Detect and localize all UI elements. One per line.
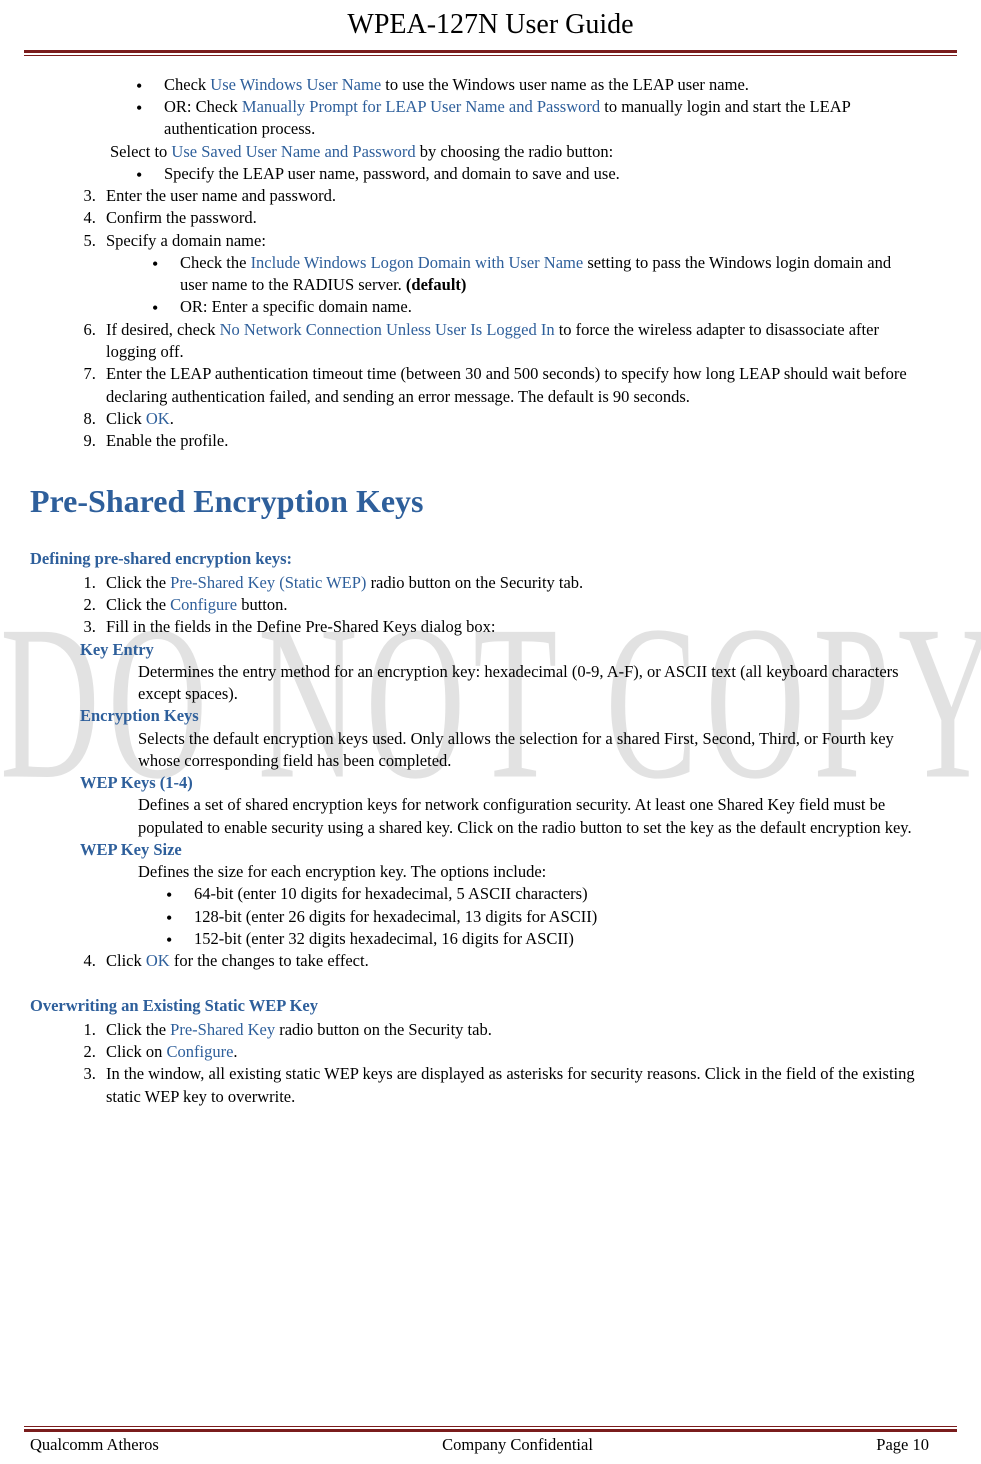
- list-item: Click OK for the changes to take effect.: [100, 950, 921, 972]
- text: Click: [106, 409, 146, 428]
- bullet-item: Specify the LEAP user name, password, an…: [136, 163, 921, 185]
- def-encryption-keys-title: Encryption Keys: [80, 705, 921, 727]
- text: to use the Windows user name as the LEAP…: [381, 75, 749, 94]
- list-item: Fill in the fields in the Define Pre-Sha…: [100, 616, 921, 638]
- footer-rule: [24, 1426, 957, 1432]
- list-item: Click the Pre-Shared Key (Static WEP) ra…: [100, 572, 921, 594]
- footer-center: Company Confidential: [442, 1434, 593, 1456]
- link-preshared-key-static-wep: Pre-Shared Key (Static WEP): [170, 573, 366, 592]
- bullet-item: Check Use Windows User Name to use the W…: [136, 74, 921, 96]
- bullet-item: Check the Include Windows Logon Domain w…: [152, 252, 921, 297]
- def-key-entry-body: Determines the entry method for an encry…: [138, 661, 921, 706]
- link-no-network-connection: No Network Connection Unless User Is Log…: [220, 320, 555, 339]
- bullet-item: OR: Check Manually Prompt for LEAP User …: [136, 96, 921, 141]
- def-wep-keys-title: WEP Keys (1-4): [80, 772, 921, 794]
- text: Specify a domain name:: [106, 231, 266, 250]
- bullet-item: 64-bit (enter 10 digits for hexadecimal,…: [166, 883, 921, 905]
- text: Click the: [106, 573, 170, 592]
- list-item: Click the Configure button.: [100, 594, 921, 616]
- text: Select to: [110, 142, 171, 161]
- def-key-entry-title: Key Entry: [80, 639, 921, 661]
- text: Click on: [106, 1042, 167, 1061]
- link-ok: OK: [146, 409, 170, 428]
- link-manually-prompt: Manually Prompt for LEAP User Name and P…: [242, 97, 600, 116]
- text: .: [170, 409, 174, 428]
- list-item: Specify a domain name: Check the Include…: [100, 230, 921, 319]
- text: by choosing the radio button:: [416, 142, 614, 161]
- footer-left: Qualcomm Atheros: [30, 1434, 159, 1456]
- list-item: Confirm the password.: [100, 207, 921, 229]
- def-wep-keys-body: Defines a set of shared encryption keys …: [138, 794, 921, 839]
- text: Click the: [106, 1020, 170, 1039]
- header-rule: [24, 50, 957, 56]
- bullet-item: 128-bit (enter 26 digits for hexadecimal…: [166, 906, 921, 928]
- list-item: Enter the LEAP authentication timeout ti…: [100, 363, 921, 408]
- list-item: Click the Pre-Shared Key radio button on…: [100, 1019, 921, 1041]
- link-use-saved-credentials: Use Saved User Name and Password: [171, 142, 415, 161]
- def-wep-key-size-title: WEP Key Size: [80, 839, 921, 861]
- list-item: Click OK.: [100, 408, 921, 430]
- link-configure: Configure: [170, 595, 237, 614]
- bullet-item: OR: Enter a specific domain name.: [152, 296, 921, 318]
- text: Check the: [180, 253, 251, 272]
- text: radio button on the Security tab.: [366, 573, 583, 592]
- footer-page-number: Page 10: [876, 1434, 929, 1456]
- list-item: In the window, all existing static WEP k…: [100, 1063, 921, 1108]
- subheading-overwrite: Overwriting an Existing Static WEP Key: [30, 995, 921, 1017]
- def-encryption-keys-body: Selects the default encryption keys used…: [138, 728, 921, 773]
- page-header-title: WPEA-127N User Guide: [0, 0, 981, 48]
- text: button.: [237, 595, 287, 614]
- link-preshared-key: Pre-Shared Key: [170, 1020, 275, 1039]
- text: If desired, check: [106, 320, 220, 339]
- subheading-defining: Defining pre-shared encryption keys:: [30, 548, 921, 570]
- text: Check: [164, 75, 210, 94]
- text: Click the: [106, 595, 170, 614]
- def-wep-key-size-body: Defines the size for each encryption key…: [138, 861, 921, 883]
- list-item: Enter the user name and password.: [100, 185, 921, 207]
- text: OR: Check: [164, 97, 242, 116]
- list-item: Click on Configure.: [100, 1041, 921, 1063]
- default-label: (default): [406, 275, 467, 294]
- text: .: [233, 1042, 237, 1061]
- link-configure: Configure: [167, 1042, 234, 1061]
- text: Click: [106, 951, 146, 970]
- text: for the changes to take effect.: [170, 951, 369, 970]
- section-heading-preshared-keys: Pre-Shared Encryption Keys: [30, 480, 921, 523]
- list-item: Enable the profile.: [100, 430, 921, 452]
- bullet-item: 152-bit (enter 32 digits hexadecimal, 16…: [166, 928, 921, 950]
- link-ok: OK: [146, 951, 170, 970]
- text: radio button on the Security tab.: [275, 1020, 492, 1039]
- link-include-logon-domain: Include Windows Logon Domain with User N…: [251, 253, 584, 272]
- list-item: If desired, check No Network Connection …: [100, 319, 921, 364]
- link-use-windows-user-name: Use Windows User Name: [210, 75, 381, 94]
